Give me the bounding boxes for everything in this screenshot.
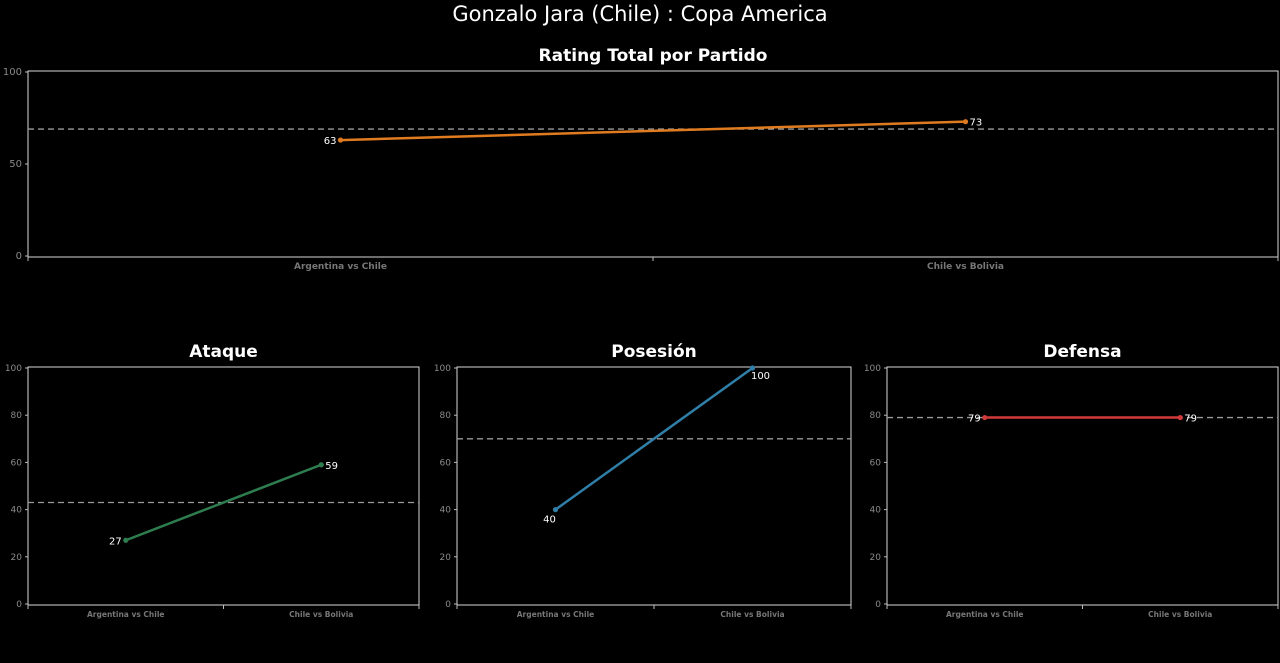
chart4-data-label: 79	[1184, 414, 1197, 425]
chart4-ytick-label: 80	[870, 411, 882, 421]
chart2-category-label: Argentina vs Chile	[87, 610, 165, 619]
chart2-data-label: 27	[109, 536, 122, 547]
chart2-title: Ataque	[189, 342, 258, 362]
chart1-data-label: 63	[324, 136, 337, 147]
chart1-series-line	[340, 120, 966, 142]
chart2-ytick-label: 100	[5, 364, 22, 374]
chart2-series-line	[125, 463, 322, 542]
chart3-ytick-label: 100	[434, 364, 451, 374]
chart2-data-point	[318, 462, 324, 468]
chart2-data-point	[123, 537, 129, 543]
chart4-ytick-label: 100	[864, 364, 881, 374]
chart3-data-point	[749, 365, 756, 371]
chart4-ytick-label: 40	[870, 506, 882, 516]
chart4-category-label: Argentina vs Chile	[946, 610, 1024, 619]
chart1-category-label: Argentina vs Chile	[294, 262, 387, 272]
chart1-data-label: 73	[970, 118, 983, 129]
chart4-data-point	[982, 414, 988, 421]
chart4-ytick-label: 60	[870, 458, 882, 468]
chart4-ytick-label: 20	[870, 553, 882, 563]
chart4-frame	[886, 366, 1279, 606]
chart1-ytick-label: 0	[16, 251, 22, 262]
chart3-ytick-label: 60	[440, 458, 452, 468]
chart1-data-point	[337, 137, 344, 143]
page-title: Gonzalo Jara (Chile) : Copa America	[452, 2, 828, 26]
chart2-ytick-label: 20	[11, 553, 23, 563]
chart2-ytick-label: 0	[16, 600, 22, 610]
chart3-category-label: Chile vs Bolivia	[720, 610, 784, 619]
chart1-frame	[27, 70, 1279, 258]
chart4-ytick-label: 0	[875, 600, 881, 610]
chart4-data-label: 79	[968, 414, 981, 425]
chart3-data-point	[552, 507, 559, 513]
chart4-title: Defensa	[1043, 342, 1121, 362]
chart3-category-label: Argentina vs Chile	[517, 610, 595, 619]
chart3-ytick-label: 0	[445, 600, 451, 610]
chart3-title: Posesión	[611, 342, 697, 362]
chart2-ytick-label: 80	[11, 411, 23, 421]
chart3-series-line	[554, 366, 754, 511]
chart3-frame	[456, 366, 852, 606]
chart3-ytick-label: 40	[440, 506, 452, 516]
chart3-ytick-label: 20	[440, 553, 452, 563]
chart2-ytick-label: 40	[11, 506, 23, 516]
chart1-title: Rating Total por Partido	[539, 46, 768, 66]
chart3-data-label: 100	[751, 371, 770, 382]
chart3-ytick-label: 80	[440, 411, 452, 421]
chart4-category-label: Chile vs Bolivia	[1148, 610, 1212, 619]
chart1-ytick-label: 50	[9, 159, 22, 170]
chart2-category-label: Chile vs Bolivia	[289, 610, 353, 619]
chart4-data-point	[1177, 414, 1183, 421]
chart2-ytick-label: 60	[11, 458, 23, 468]
chart1-data-point	[962, 119, 969, 125]
chart1-category-label: Chile vs Bolivia	[927, 262, 1004, 272]
chart3-data-label: 40	[543, 515, 556, 526]
chart2-data-label: 59	[325, 461, 338, 472]
chart2-frame	[27, 366, 420, 606]
chart1-ytick-label: 100	[3, 67, 22, 78]
